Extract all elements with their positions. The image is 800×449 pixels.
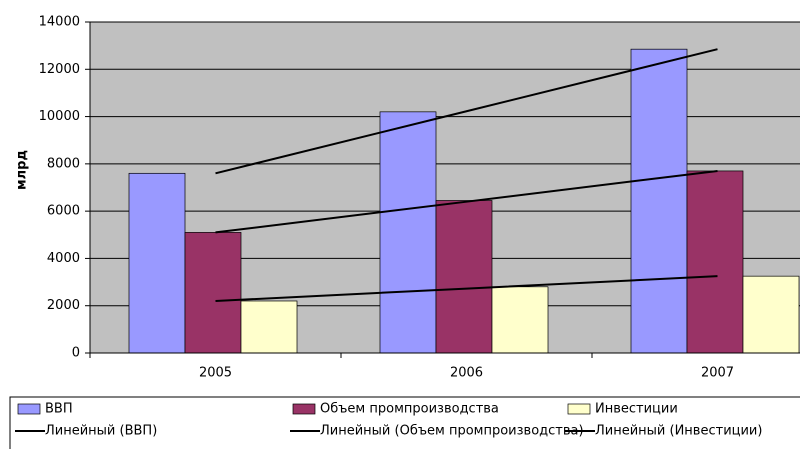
bar (686, 170, 744, 354)
bar (240, 300, 298, 354)
bar (630, 48, 688, 354)
legend-swatch (17, 403, 41, 415)
y-tick-label: 6000 (47, 204, 80, 219)
legend-label: Инвестиции (595, 402, 678, 417)
bar (379, 111, 437, 354)
bar (128, 172, 186, 354)
legend-label: Линейный (ВВП) (45, 424, 157, 439)
legend-label: Линейный (Объем промпроизводства) (320, 424, 584, 439)
trendline (215, 169, 718, 234)
y-tick-label: 12000 (39, 62, 80, 77)
trendline (215, 275, 718, 302)
legend (9, 396, 800, 449)
legend-label: Объем промпроизводства (320, 402, 499, 417)
bar (742, 275, 800, 354)
x-tick-label: 2007 (701, 366, 734, 381)
y-tick-label: 0 (72, 346, 80, 361)
y-axis-label: млрд (15, 150, 30, 190)
bar (491, 286, 549, 354)
y-tick-label: 8000 (47, 156, 80, 171)
trendline (215, 48, 718, 175)
bar (184, 232, 242, 354)
y-tick-label: 2000 (47, 298, 80, 313)
bar (435, 200, 493, 354)
x-tick-label: 2005 (199, 366, 232, 381)
y-tick-label: 4000 (47, 251, 80, 266)
y-tick-label: 10000 (39, 109, 80, 124)
x-tick-label: 2006 (450, 366, 483, 381)
legend-label: Линейный (Инвестиции) (595, 424, 762, 439)
legend-swatch (292, 403, 316, 415)
legend-label: ВВП (45, 402, 73, 417)
y-tick-label: 14000 (39, 15, 80, 30)
legend-swatch (567, 403, 591, 415)
